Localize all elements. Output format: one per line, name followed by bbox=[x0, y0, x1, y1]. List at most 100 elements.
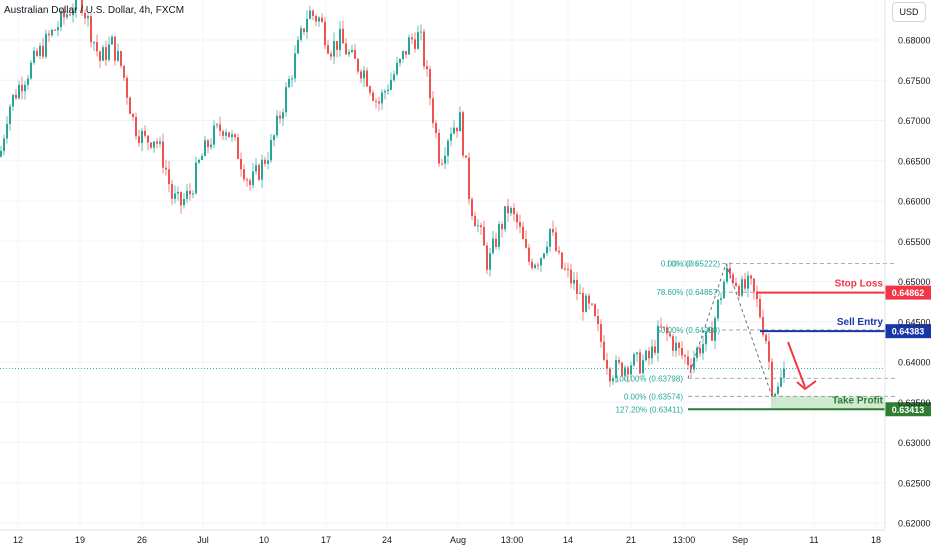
candle-body bbox=[33, 50, 35, 63]
candle-body bbox=[732, 274, 734, 283]
candle-body bbox=[219, 124, 221, 132]
time-tick-label: 13:00 bbox=[673, 535, 696, 545]
candle-body bbox=[519, 222, 521, 227]
candle-body bbox=[75, 0, 77, 11]
candle-body bbox=[354, 50, 356, 59]
candle-body bbox=[486, 245, 488, 270]
candle-body bbox=[447, 140, 449, 156]
candle-body bbox=[726, 267, 728, 282]
candle-body bbox=[783, 368, 785, 378]
candle-body bbox=[63, 10, 65, 18]
candle-body bbox=[420, 31, 422, 33]
candle-body bbox=[738, 285, 740, 296]
candle-body bbox=[645, 350, 647, 361]
candle-body bbox=[183, 198, 185, 206]
candle-body bbox=[84, 12, 86, 19]
candle-body bbox=[510, 208, 512, 214]
candle-body bbox=[252, 171, 254, 186]
price-tick-label: 0.68000 bbox=[898, 36, 931, 46]
candle-body bbox=[543, 253, 545, 259]
candle-body bbox=[288, 79, 290, 88]
candle-body bbox=[714, 318, 716, 341]
candle-body bbox=[186, 190, 188, 199]
candle-body bbox=[414, 39, 416, 49]
candle-body bbox=[582, 292, 584, 312]
candle-body bbox=[669, 333, 671, 337]
candle-body bbox=[540, 258, 542, 266]
candle-body bbox=[648, 350, 650, 359]
candle-body bbox=[699, 347, 701, 354]
sell-entry-price-tag bbox=[885, 324, 931, 339]
candle-body bbox=[357, 58, 359, 72]
candle-body bbox=[561, 252, 563, 269]
candle-body bbox=[441, 163, 443, 165]
candle-body bbox=[747, 275, 749, 289]
candle-body bbox=[276, 115, 278, 136]
candle-body bbox=[207, 140, 209, 148]
candle-body bbox=[102, 47, 104, 61]
time-tick-label: 26 bbox=[137, 535, 147, 545]
candle-body bbox=[603, 341, 605, 360]
candle-body bbox=[750, 275, 752, 279]
candle-body bbox=[501, 224, 503, 230]
candle-body bbox=[711, 327, 713, 341]
candle-body bbox=[453, 127, 455, 134]
candle-body bbox=[768, 341, 770, 362]
price-tick-label: 0.67500 bbox=[898, 76, 931, 86]
candle-body bbox=[729, 267, 731, 275]
candle-body bbox=[471, 199, 473, 217]
time-tick-label: 12 bbox=[13, 535, 23, 545]
candle-body bbox=[147, 135, 149, 143]
candle-body bbox=[231, 134, 233, 138]
candle-body bbox=[696, 347, 698, 358]
candle-body bbox=[429, 69, 431, 99]
candle-body bbox=[192, 193, 194, 195]
fib-label: 0.00% (0.63574) bbox=[624, 392, 683, 401]
price-tick-label: 0.63500 bbox=[898, 398, 931, 408]
candle-body bbox=[651, 346, 653, 359]
candle-body bbox=[3, 138, 5, 151]
candle-body bbox=[432, 98, 434, 124]
candle-body bbox=[324, 21, 326, 46]
candle-body bbox=[237, 137, 239, 159]
candle-body bbox=[9, 106, 11, 124]
candle-body bbox=[258, 165, 260, 180]
candle-body bbox=[588, 295, 590, 304]
candle-body bbox=[639, 352, 641, 374]
currency-button[interactable]: USD bbox=[892, 2, 926, 22]
time-tick-label: 11 bbox=[809, 535, 818, 545]
candle-body bbox=[387, 89, 389, 92]
candle-body bbox=[234, 134, 236, 138]
candle-body bbox=[687, 356, 689, 366]
candle-body bbox=[96, 42, 98, 52]
candle-body bbox=[111, 36, 113, 45]
time-tick-label: 13:00 bbox=[501, 535, 524, 545]
candle-body bbox=[222, 131, 224, 136]
candle-body bbox=[171, 184, 173, 199]
candle-body bbox=[36, 50, 38, 56]
candle-body bbox=[204, 140, 206, 157]
candle-body bbox=[120, 51, 122, 66]
candle-body bbox=[684, 355, 686, 357]
candle-body bbox=[42, 45, 44, 57]
candle-body bbox=[198, 159, 200, 163]
candle-body bbox=[438, 132, 440, 164]
candle-body bbox=[549, 228, 551, 247]
candle-body bbox=[660, 325, 662, 327]
candle-body bbox=[261, 159, 263, 180]
candle-body bbox=[759, 299, 761, 318]
candle-body bbox=[762, 317, 764, 335]
take-profit-price-tag bbox=[885, 402, 931, 417]
candle-body bbox=[351, 50, 353, 53]
candle-body bbox=[300, 28, 302, 40]
candle-body bbox=[144, 130, 146, 136]
candle-body bbox=[51, 29, 53, 36]
candle-body bbox=[708, 327, 710, 332]
candle-body bbox=[285, 87, 287, 113]
candle-body bbox=[348, 52, 350, 55]
candle-body bbox=[633, 354, 635, 366]
candle-body bbox=[555, 232, 557, 251]
candle-body bbox=[270, 140, 272, 161]
candle-body bbox=[618, 360, 620, 363]
